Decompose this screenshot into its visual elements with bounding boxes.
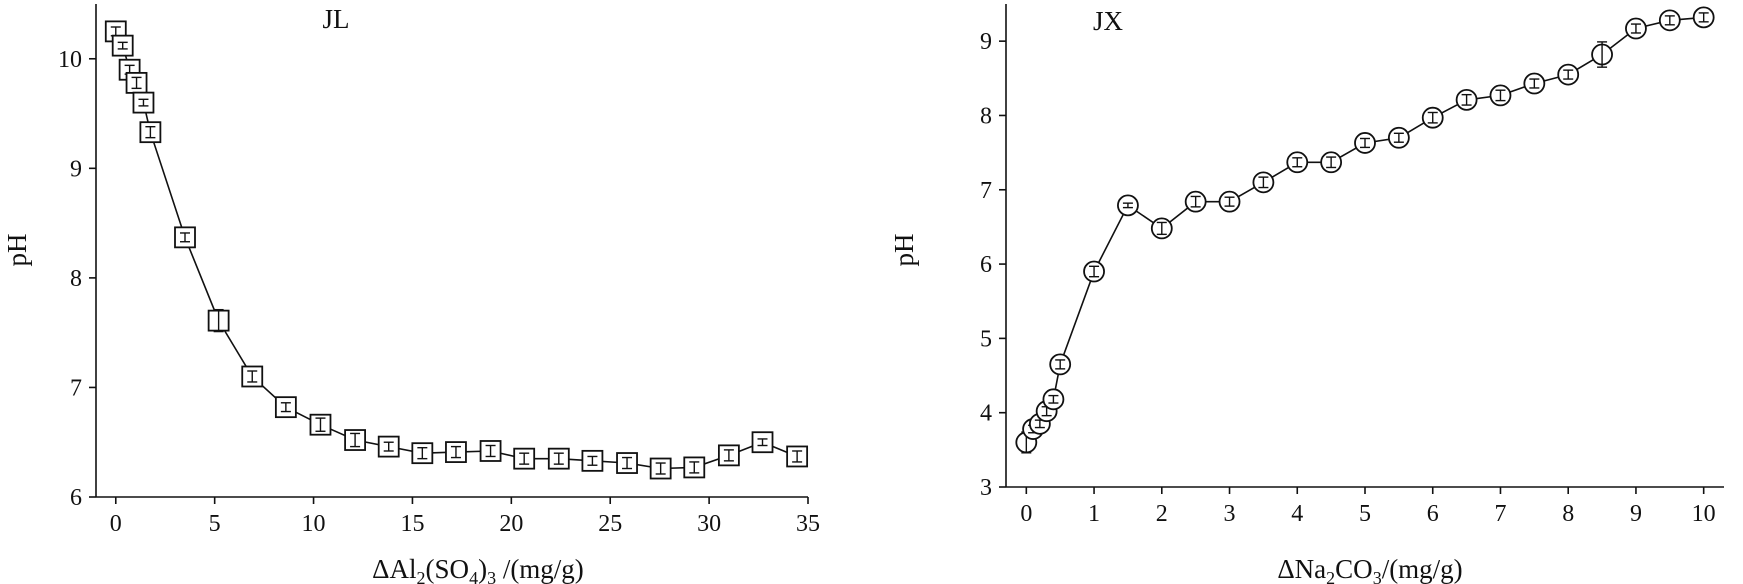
y-axis-label: pH (889, 234, 919, 267)
y-tick-label: 9 (70, 156, 82, 182)
x-tick-label: 8 (1562, 501, 1574, 527)
x-tick-label: 4 (1291, 501, 1303, 527)
x-tick-label: 15 (400, 511, 424, 537)
y-tick-label: 10 (58, 47, 82, 73)
x-tick-label: 10 (1692, 501, 1716, 527)
x-tick-label: 5 (209, 511, 221, 537)
y-tick-label: 3 (980, 475, 992, 501)
chart-jl: 0 5 10 15 20 25 30 35 6 7 8 9 10 JL pH ΔAl2(SO4)3 /(mg/… (2, 4, 820, 584)
y-tick-label: 6 (70, 485, 82, 511)
x-tick-label: 3 (1224, 501, 1236, 527)
y-tick-label: 6 (980, 252, 992, 278)
series-line (115, 31, 798, 470)
x-axis-label: ΔNa2CO3/(mg/g) (1277, 554, 1462, 584)
x-tick-label: 6 (1427, 501, 1439, 527)
y-tick-label: 7 (980, 178, 992, 204)
x-axis-label-part: 2 (417, 568, 426, 584)
x-tick-label: 30 (697, 511, 721, 537)
x-axis-label-part: /(mg/g) (1382, 554, 1463, 584)
series-line (1025, 16, 1704, 443)
y-tick-label: 4 (980, 401, 992, 427)
x-axis-label-part: 3 (487, 568, 496, 584)
x-axis-label-part: ΔNa (1277, 554, 1326, 584)
x-axis-label-part: /(mg/g) (496, 554, 584, 584)
x-axis-label-part: 4 (469, 568, 478, 584)
x-tick-label: 0 (110, 511, 122, 537)
x-tick-label: 35 (796, 511, 820, 537)
x-axis-label-part: CO (1335, 554, 1373, 584)
y-tick-label: 7 (70, 375, 82, 401)
chart-title: JL (323, 4, 350, 34)
y-tick-label: 8 (980, 103, 992, 129)
x-tick-label: 25 (598, 511, 622, 537)
x-tick-label: 20 (499, 511, 523, 537)
x-axis-label-part: ΔAl (372, 554, 416, 584)
y-axis-label: pH (2, 234, 32, 267)
x-axis-label-part: ) (478, 554, 487, 584)
chart-title: JX (1093, 6, 1124, 36)
x-tick-label: 5 (1359, 501, 1371, 527)
y-tick-label: 9 (980, 29, 992, 55)
x-tick-label: 0 (1020, 501, 1032, 527)
x-axis-label-part: 2 (1326, 568, 1335, 584)
x-axis-label-part: (SO (426, 554, 470, 584)
x-tick-label: 7 (1494, 501, 1506, 527)
x-axis-label: ΔAl2(SO4)3 /(mg/g) (372, 554, 584, 584)
x-tick-label: 2 (1156, 501, 1168, 527)
x-tick-label: 10 (302, 511, 326, 537)
y-tick-label: 5 (980, 326, 992, 352)
x-tick-label: 1 (1088, 501, 1100, 527)
y-tick-label: 8 (70, 266, 82, 292)
x-tick-label: 9 (1630, 501, 1642, 527)
x-axis-label-part: 3 (1373, 568, 1382, 584)
